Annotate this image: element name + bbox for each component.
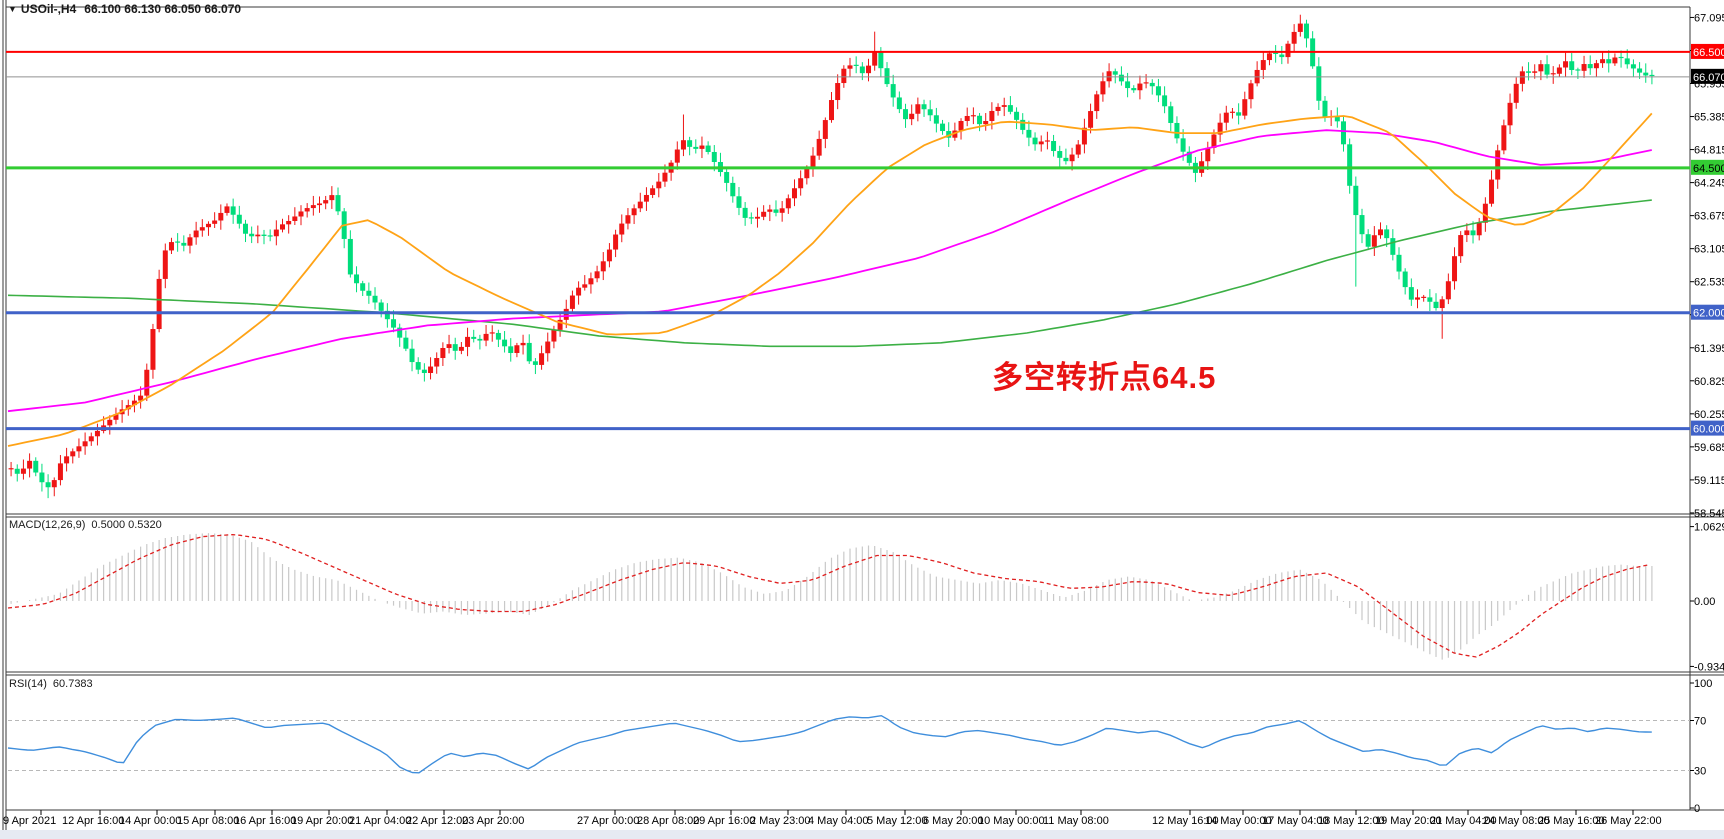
time-axis-label: 24 May 08:00 [1483,815,1550,827]
axis-label: 30 [1694,766,1706,778]
time-axis-label: 19 Apr 20:00 [291,815,353,827]
time-axis-label: 16 Apr 16:00 [234,815,296,827]
macd-values: 0.5000 0.5320 [91,519,162,531]
time-axis-label: 11 May 08:00 [1043,815,1109,827]
axis-label: 66.500 [1693,47,1724,59]
rsi-indicator-label: RSI(14) 60.7383 [9,678,93,690]
axis-label: 65.385 [1694,112,1724,124]
axis-label: 61.395 [1694,343,1724,355]
axis-label: 62.535 [1694,277,1724,289]
axis-label: 62.000 [1693,308,1724,320]
time-axis-label: 25 May 16:00 [1538,815,1605,827]
time-axis-label: 21 Apr 04:00 [349,815,411,827]
rsi-panel: 100 70 30 0 [7,678,1712,815]
time-axis-label: 10 May 00:00 [978,815,1045,827]
price-badge-66.500 [1691,43,1724,59]
macd-indicator-label: MACD(12,26,9) 0.5000 0.5320 [9,519,162,531]
time-axis-label: 17 May 04:00 [1262,815,1329,827]
price-badge-60.000 [1691,420,1724,436]
time-axis-label: 23 Apr 20:00 [462,815,524,827]
axis-label: 100 [1694,678,1712,690]
ma-orange-line [7,112,1653,447]
time-axis-label: 21 May 04:00 [1430,815,1497,827]
axis-label: 1.0629 [1694,522,1724,534]
macd-panel: 1.0629 0.00 -0.9347 [7,522,1724,673]
time-axis-label: 15 Apr 08:00 [177,815,239,827]
axis-label: 60.825 [1694,376,1724,388]
time-axis-label: 26 May 22:00 [1595,815,1662,827]
axis-label: 66.070 [1693,72,1724,84]
axis-label: 58.545 [1694,508,1724,520]
moving-averages [7,112,1653,447]
rsi-value: 60.7383 [52,678,93,690]
price-badge-62.000 [1691,304,1724,320]
time-axis-label: 28 Apr 08:00 [637,815,699,827]
price-axis: 67.09566.52565.95565.38564.81564.24563.6… [1690,12,1724,520]
axis-label: 0 [1694,803,1700,815]
price-badge-64.500 [1691,159,1724,175]
time-axis-label: 5 May 12:00 [867,815,928,827]
axis-label: 60.255 [1694,409,1724,421]
axis-label: 63.675 [1694,211,1724,223]
axis-label: 63.105 [1694,244,1724,256]
axis-label: 64.815 [1694,145,1724,157]
time-axis-label: 12 Apr 16:00 [62,815,124,827]
axis-label: 70 [1694,716,1706,728]
chart-title: ▼ USOil-,H4 66.100 66.130 66.050 66.070 [8,2,241,16]
axis-label: 59.115 [1694,475,1724,487]
time-axis-label: 14 Apr 00:00 [119,815,181,827]
level-lines: ++ [6,50,1690,431]
time-axis-label: 9 Apr 2021 [3,815,56,827]
axis-label: 0.00 [1694,596,1715,608]
time-axis-label: 2 May 23:00 [750,815,811,827]
ma-magenta-line [7,129,1652,413]
macd-name: MACD(12,26,9) [9,519,86,531]
symbol-timeframe-label: USOil-,H4 [20,2,77,16]
bottom-strip [0,830,1724,839]
time-axis-label: 14 May 00:00 [1205,815,1272,827]
axis-label: 67.095 [1694,12,1724,24]
price-badge-66.070 [1691,68,1724,84]
time-axis-label: 27 Apr 00:00 [577,815,639,827]
time-axis-label: 19 May 20:00 [1375,815,1442,827]
axis-label: 60.000 [1693,424,1724,436]
axis-label: -0.9347 [1694,661,1724,673]
time-axis-label: 29 Apr 16:00 [693,815,755,827]
time-axis-label: 6 May 20:00 [923,815,984,827]
candlestick-layer [8,14,1655,499]
collapse-triangle-icon[interactable]: ▼ [8,4,17,14]
annotation-text: 多空转折点64.5 [992,360,1217,395]
time-axis-label: 12 May 16:00 [1152,815,1219,827]
ohlc-values: 66.100 66.130 66.050 66.070 [84,2,242,16]
macd-signal-line [7,533,1649,658]
ma-green-line [7,199,1652,348]
time-axis-label: 4 May 04:00 [808,815,869,827]
time-axis-label: 22 Apr 12:00 [406,815,468,827]
time-axis-label: 18 May 12:00 [1318,815,1385,827]
axis-label: 59.685 [1694,442,1724,454]
axis-label: 64.500 [1693,163,1724,175]
rsi-name: RSI(14) [9,678,47,690]
rsi-line [7,714,1652,774]
axis-label: 64.245 [1694,178,1724,190]
